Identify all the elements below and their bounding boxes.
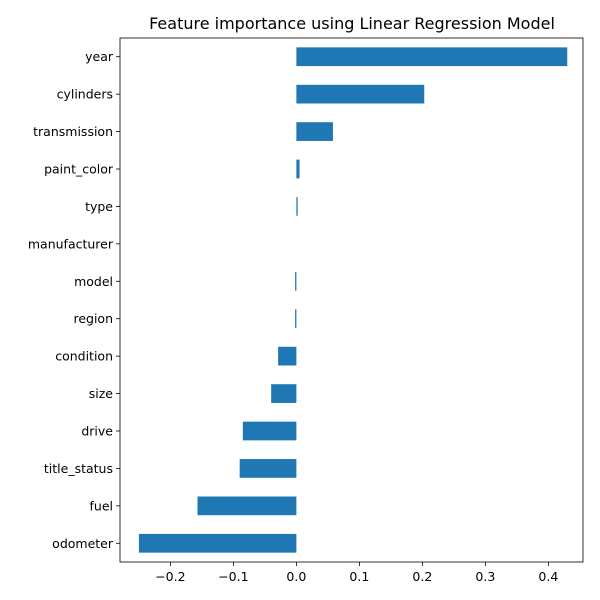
y-tick-label: size: [89, 386, 114, 401]
x-tick-label: 0.0: [286, 569, 306, 584]
y-axis-ticks: year cylinders transmission paint_colortype…: [28, 49, 120, 551]
y-tick-label: condition: [55, 349, 113, 364]
x-tick-label: 0.2: [412, 569, 432, 584]
bar-model: [295, 271, 297, 291]
bar-cylinders: [296, 84, 425, 104]
bar-condition: [278, 346, 297, 366]
x-tick-label: −0.2: [155, 569, 185, 584]
y-tick-label: fuel: [90, 498, 114, 513]
bar-year: [296, 47, 568, 67]
bar-paint_color: [296, 159, 300, 179]
bar-drive: [242, 421, 297, 441]
y-tick-label: model: [74, 274, 113, 289]
x-tick-label: 0.3: [475, 569, 495, 584]
y-tick-label: transmission: [33, 124, 113, 139]
bar-size: [271, 384, 297, 403]
bar-title_status: [239, 459, 297, 478]
bar-fuel: [197, 496, 297, 516]
x-tick-label: −0.1: [218, 569, 248, 584]
y-tick-label: cylinders: [57, 87, 113, 102]
bar-transmission: [296, 122, 333, 141]
y-tick-label: manufacturer: [28, 236, 114, 251]
bar-region: [295, 309, 297, 329]
bar-odometer: [138, 533, 297, 553]
y-tick-label: paint_color: [44, 162, 114, 177]
x-tick-label: 0.4: [538, 569, 558, 584]
y-tick-label: year: [85, 49, 114, 64]
bar-type: [296, 197, 298, 216]
y-tick-label: title_status: [44, 461, 113, 476]
x-tick-label: 0.1: [349, 569, 369, 584]
chart-title: Feature importance using Linear Regressi…: [149, 14, 555, 33]
y-tick-label: type: [85, 199, 113, 214]
bars-group: [138, 47, 568, 553]
y-tick-label: drive: [81, 424, 113, 439]
x-axis-ticks: −0.2 −0.1 0.0 0.1 0.2 0.3 0.4: [155, 562, 558, 584]
y-tick-label: odometer: [52, 536, 114, 551]
y-tick-label: region: [73, 311, 113, 326]
plot-frame: [119, 37, 584, 563]
